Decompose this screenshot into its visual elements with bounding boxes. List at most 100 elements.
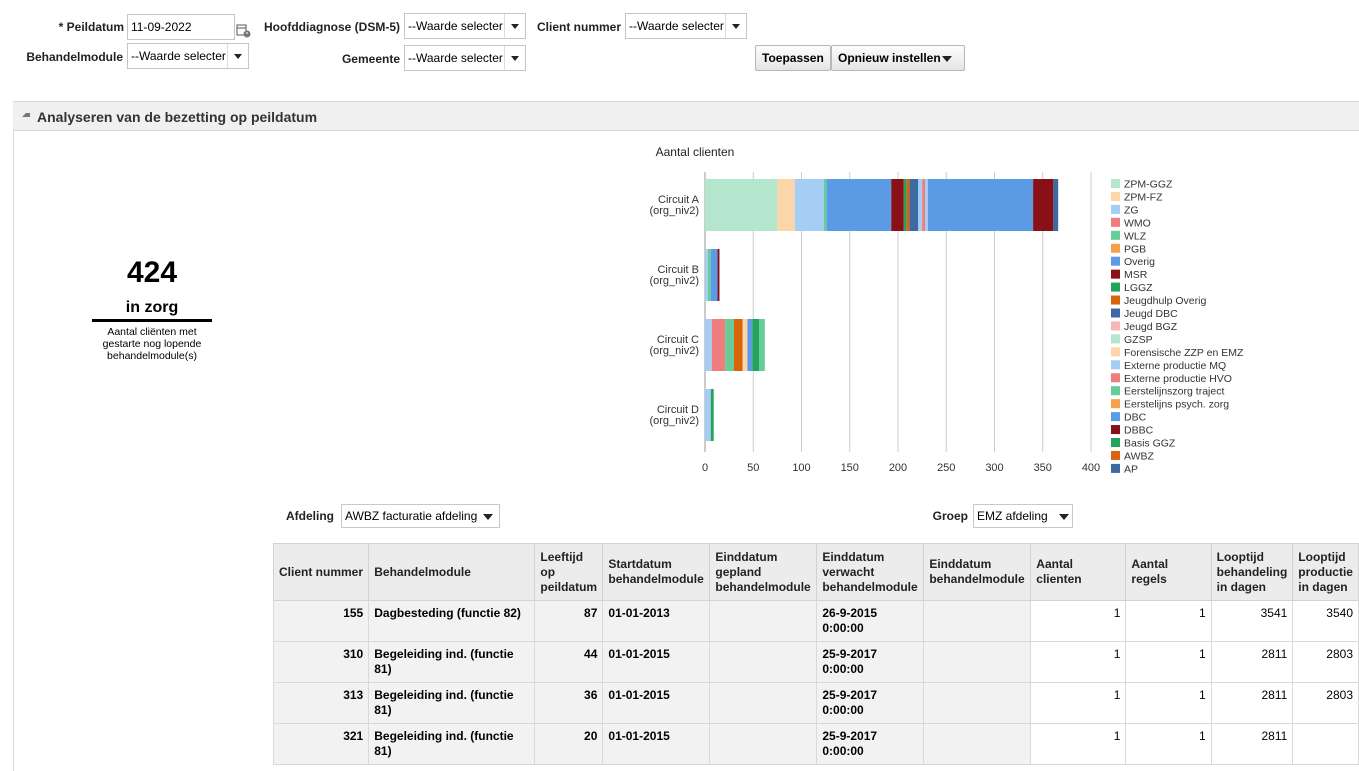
panel-header[interactable]: Analyseren van de bezetting op peildatum [13,101,1359,131]
bar-segment[interactable] [927,179,1034,231]
peildatum-input[interactable]: 11-09-2022 [127,14,235,40]
table-cell-regels: 1 [1125,723,1212,765]
x-tick-label: 0 [702,462,708,474]
apply-button[interactable]: Toepassen [755,45,831,71]
collapse-triangle-icon[interactable] [22,113,30,117]
bar-segment[interactable] [711,319,726,371]
bar-segment[interactable] [742,319,748,371]
legend-label[interactable]: ZG [1124,204,1139,216]
legend-label[interactable]: Eerstelijns psych. zorg [1124,399,1229,411]
legend-swatch [1111,217,1120,227]
client-nummer-select[interactable]: --Waarde selecteren-- [625,13,747,39]
bar-segment[interactable] [925,179,928,231]
legend-label[interactable]: AP [1124,463,1138,475]
table-row[interactable]: 321 Begeleiding ind. (functie 81) 20 01-01-… [272,723,1359,765]
col-aantal-clienten[interactable]: Aantal clienten [1030,543,1127,601]
bar-segment[interactable] [909,179,919,231]
table-cell-clienten: 1 [1030,600,1127,642]
calendar-icon[interactable] [236,23,251,38]
hoofddiagnose-select[interactable]: --Waarde selecteren-- [404,13,526,39]
panel-body [13,131,1359,771]
bar-segment[interactable] [707,249,711,301]
legend-label[interactable]: Forensische ZZP en EMZ [1124,347,1244,359]
legend-swatch [1111,256,1120,266]
x-tick-label: 400 [1082,462,1100,474]
behandelmodule-select[interactable]: --Waarde selecteren-- [127,43,249,69]
bar-segment[interactable] [705,319,712,371]
bar-segment[interactable] [747,319,753,371]
bar-segment[interactable] [823,179,827,231]
bar-segment[interactable] [705,179,778,231]
category-label: (org_niv2) [649,205,699,217]
col-einddatum-gepland[interactable]: Einddatum gepland behandelmodule [709,543,818,601]
table-row[interactable]: 310 Begeleiding ind. (functie 81) 44 01-01-… [272,641,1359,683]
col-leeftijd[interactable]: Leeftijd op peildatum [534,543,604,601]
table-cell-looptijd_prod: 2803 [1292,682,1359,724]
col-looptijd-productie[interactable]: Looptijd productie in dagen [1292,543,1359,601]
bar-segment[interactable] [918,179,923,231]
legend-label[interactable]: WMO [1124,217,1151,229]
chevron-down-icon [504,14,525,38]
legend-label[interactable]: Basis GGZ [1124,438,1176,450]
legend-label[interactable]: PGB [1124,243,1146,255]
col-aantal-regels[interactable]: Aantal regels [1125,543,1212,601]
legend-label[interactable]: ZPM-FZ [1124,191,1163,203]
bar-segment[interactable] [1053,179,1059,231]
chevron-down-icon [504,46,525,70]
bar-segment[interactable] [752,319,760,371]
bar-segment[interactable] [710,389,714,441]
legend-label[interactable]: Overig [1124,256,1155,268]
col-einddatum[interactable]: Einddatum behandelmodule [923,543,1032,601]
col-client-nummer[interactable]: Client nummer [272,543,370,601]
bar-segment[interactable] [733,319,743,371]
table-cell-age: 87 [534,600,604,642]
bar-segment[interactable] [725,319,734,371]
kpi-value: 424 [126,256,178,289]
legend-label[interactable]: Jeugd DBC [1124,308,1178,320]
bar-segment[interactable] [777,179,795,231]
table-cell-age: 20 [534,723,604,765]
bar-segment[interactable] [906,179,910,231]
legend-label[interactable]: DBBC [1124,425,1154,437]
col-startdatum[interactable]: Startdatum behandelmodule [602,543,711,601]
col-behandelmodule[interactable]: Behandelmodule [368,543,536,601]
legend-label[interactable]: Jeugdhulp Overig [1124,295,1206,307]
bar-segment[interactable] [710,249,718,301]
bar-segment[interactable] [759,319,765,371]
legend-label[interactable]: LGGZ [1124,282,1153,294]
groep-select[interactable]: EMZ afdeling 1 [973,504,1073,528]
legend-label[interactable]: Externe productie MQ [1124,360,1226,372]
bar-segment[interactable] [891,179,904,231]
legend-swatch [1111,204,1120,214]
afdeling-select[interactable]: AWBZ facturatie afdeling [341,504,500,528]
bar-segment[interactable] [705,389,711,441]
x-tick-label: 250 [937,462,955,474]
legend-label[interactable]: Externe productie HVO [1124,373,1232,385]
legend-label[interactable]: DBC [1124,412,1147,424]
table-cell-module: Dagbesteding (functie 82) [368,600,536,642]
legend-label[interactable]: AWBZ [1124,450,1155,462]
table-cell-looptijd_prod [1292,723,1359,765]
gemeente-select[interactable]: --Waarde selecteren-- [404,45,526,71]
table-row[interactable]: 155 Dagbesteding (functie 82) 87 01-01-2013… [272,600,1359,642]
bar-segment[interactable] [705,249,708,301]
gemeente-label: Gemeente [341,52,400,66]
legend-label[interactable]: Eerstelijnszorg traject [1124,386,1224,398]
table-row[interactable]: 313 Begeleiding ind. (functie 81) 36 01-01-… [272,682,1359,724]
col-einddatum-verwacht[interactable]: Einddatum verwacht behandelmodule [816,543,925,601]
legend-label[interactable]: ZPM-GGZ [1124,179,1173,191]
legend-label[interactable]: WLZ [1124,230,1147,242]
x-tick-label: 50 [747,462,759,474]
bar-segment[interactable] [794,179,824,231]
reset-button[interactable]: Opnieuw instellen [831,45,965,71]
bar-segment[interactable] [1033,179,1054,231]
bar-segment[interactable] [717,249,720,301]
bar-segment[interactable] [922,179,926,231]
legend-swatch [1111,347,1120,357]
legend-label[interactable]: MSR [1124,269,1148,281]
col-looptijd-behandeling[interactable]: Looptijd behandeling in dagen [1210,543,1294,601]
legend-label[interactable]: Jeugd BGZ [1124,321,1178,333]
bar-segment[interactable] [903,179,907,231]
legend-label[interactable]: GZSP [1124,334,1153,346]
bar-segment[interactable] [826,179,892,231]
